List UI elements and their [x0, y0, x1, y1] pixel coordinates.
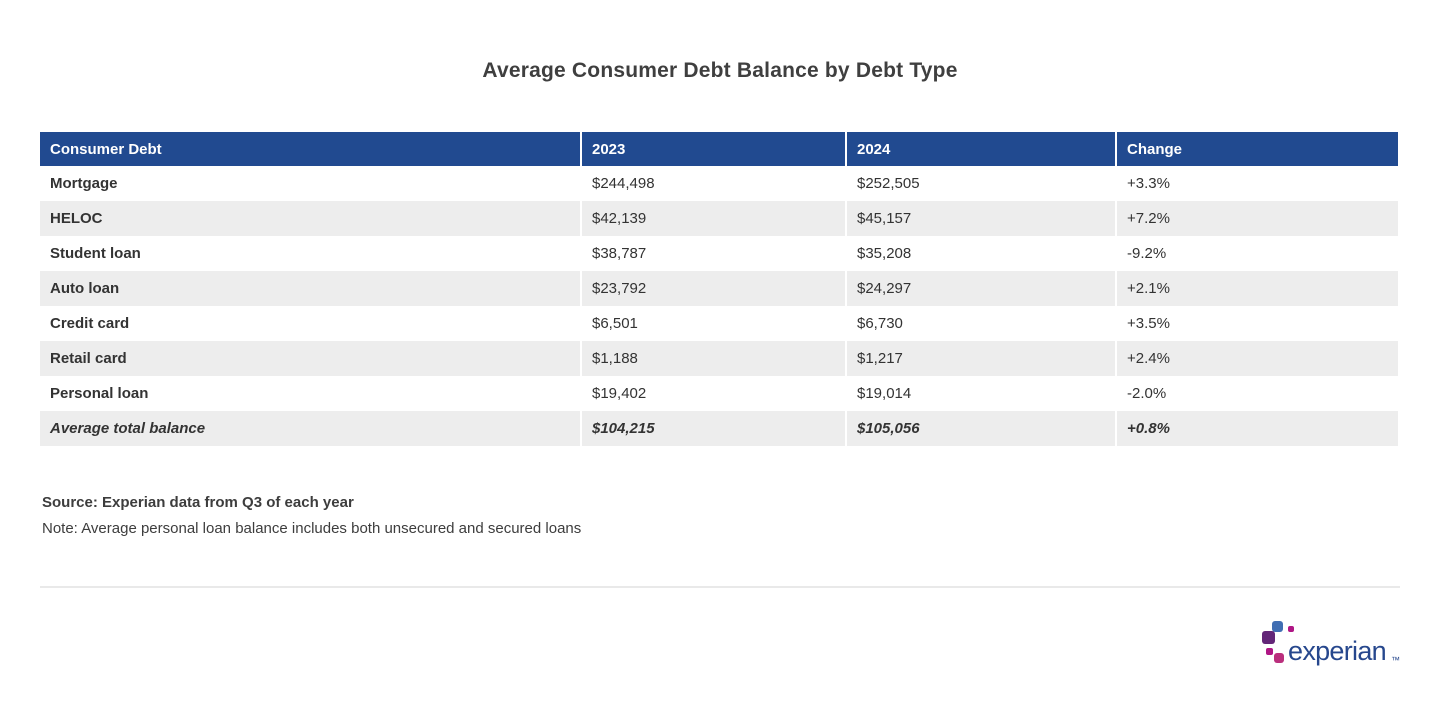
value-2024: $105,056 — [845, 411, 1116, 446]
methodology-note: Note: Average personal loan balance incl… — [42, 520, 582, 537]
value-2023: $104,215 — [580, 411, 846, 446]
source-note: Source: Experian data from Q3 of each ye… — [42, 494, 354, 511]
row-label: HELOC — [50, 210, 103, 227]
logo-square-purple-icon — [1262, 631, 1275, 644]
table-row-student-loan: Student loan $38,787 $35,208 -9.2% — [40, 236, 1398, 271]
value-2024: $24,297 — [845, 271, 1116, 306]
value-2023: $38,787 — [580, 236, 846, 271]
value-change: +2.1% — [1115, 271, 1398, 306]
page-title: Average Consumer Debt Balance by Debt Ty… — [482, 59, 958, 82]
value-2023: $6,501 — [580, 306, 846, 341]
value-2024: $45,157 — [845, 201, 1116, 236]
row-label: Average total balance — [50, 420, 206, 437]
logo-square-pink-icon — [1274, 653, 1284, 663]
table-row-retail-card: Retail card $1,188 $1,217 +2.4% — [40, 341, 1398, 376]
value-change: -2.0% — [1115, 376, 1398, 411]
value-change: +0.8% — [1115, 411, 1398, 446]
table-row-auto-loan: Auto loan $23,792 $24,297 +2.1% — [40, 271, 1398, 306]
column-header-consumer-debt: Consumer Debt — [40, 132, 581, 166]
value-change: +2.4% — [1115, 341, 1398, 376]
value-change: +3.5% — [1115, 306, 1398, 341]
experian-logo: experian ™ — [1262, 617, 1407, 672]
logo-square-blue-icon — [1272, 621, 1283, 632]
logo-square-magenta-top-icon — [1288, 626, 1294, 632]
column-header-change: Change — [1115, 132, 1398, 166]
value-2024: $19,014 — [845, 376, 1116, 411]
value-2023: $19,402 — [580, 376, 846, 411]
column-header-2024: 2024 — [845, 132, 1116, 166]
row-label: Student loan — [50, 245, 141, 262]
value-change: +3.3% — [1115, 166, 1398, 201]
column-header-2023: 2023 — [580, 132, 846, 166]
trademark-symbol: ™ — [1391, 655, 1400, 665]
value-2024: $252,505 — [845, 166, 1116, 201]
value-2024: $6,730 — [845, 306, 1116, 341]
value-2023: $23,792 — [580, 271, 846, 306]
row-label: Mortgage — [50, 175, 118, 192]
footnotes: Source: Experian data from Q3 of each ye… — [42, 490, 1440, 542]
value-change: +7.2% — [1115, 201, 1398, 236]
footer-divider — [40, 586, 1400, 588]
table-row-credit-card: Credit card $6,501 $6,730 +3.5% — [40, 306, 1398, 341]
table-row-average-total: Average total balance $104,215 $105,056 … — [40, 411, 1398, 446]
row-label: Retail card — [50, 350, 127, 367]
value-2023: $244,498 — [580, 166, 846, 201]
value-2023: $1,188 — [580, 341, 846, 376]
row-label: Credit card — [50, 315, 130, 332]
table-row-personal-loan: Personal loan $19,402 $19,014 -2.0% — [40, 376, 1398, 411]
row-label: Personal loan — [50, 385, 149, 402]
table-row-mortgage: Mortgage $244,498 $252,505 +3.3% — [40, 166, 1398, 201]
value-2023: $42,139 — [580, 201, 846, 236]
consumer-debt-table: Consumer Debt 2023 2024 Change Mortgage … — [40, 132, 1398, 446]
table-row-heloc: HELOC $42,139 $45,157 +7.2% — [40, 201, 1398, 236]
logo-square-magenta-bottom-icon — [1266, 648, 1273, 655]
experian-wordmark: experian — [1288, 636, 1387, 666]
value-change: -9.2% — [1115, 236, 1398, 271]
value-2024: $35,208 — [845, 236, 1116, 271]
value-2024: $1,217 — [845, 341, 1116, 376]
table-header-row: Consumer Debt 2023 2024 Change — [40, 132, 1398, 166]
row-label: Auto loan — [50, 280, 120, 297]
